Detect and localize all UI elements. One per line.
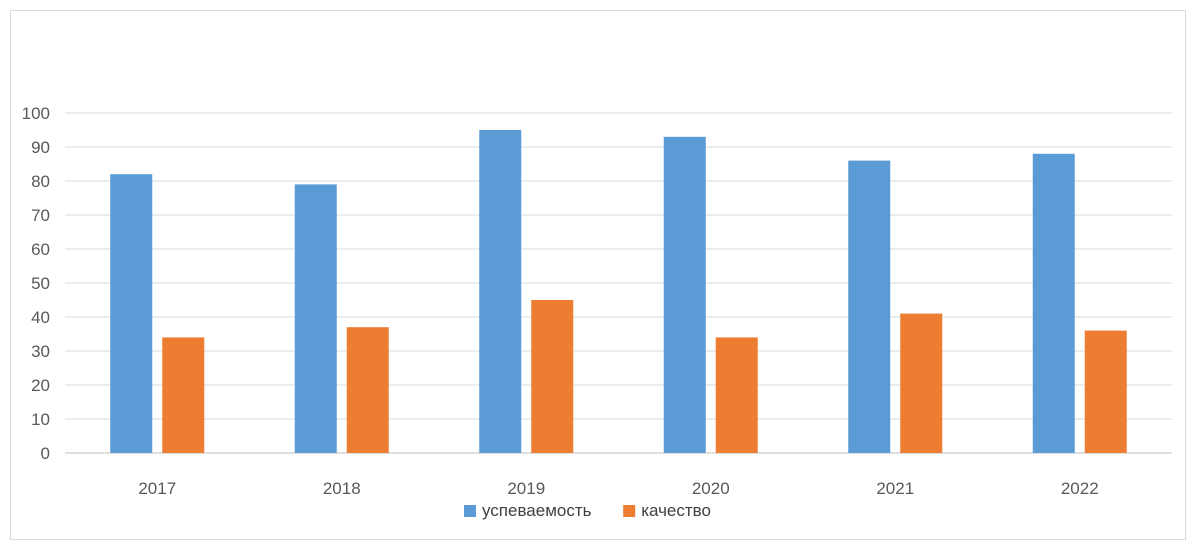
bar-успеваемость-2018 [294, 184, 337, 453]
bars [110, 130, 1127, 454]
bar-качество-2019 [531, 300, 574, 453]
chart-frame [10, 10, 1186, 540]
y-tick-label: 90 [31, 138, 50, 157]
legend: успеваемость качество [464, 501, 711, 520]
x-tick-label: 2021 [876, 479, 914, 498]
x-tick-label: 2017 [138, 479, 176, 498]
x-axis-tick-labels: 2017 2018 2019 2020 2021 2022 [138, 479, 1098, 498]
bar-успеваемость-2020 [663, 136, 706, 454]
legend-swatch [464, 505, 476, 517]
legend-label: успеваемость [482, 501, 592, 520]
legend-label: качество [641, 501, 711, 520]
y-tick-label: 10 [31, 410, 50, 429]
bar-качество-2022 [1084, 330, 1127, 453]
bar-успеваемость-2021 [848, 160, 891, 453]
y-tick-label: 40 [31, 308, 50, 327]
y-tick-label: 20 [31, 376, 50, 395]
x-tick-label: 2022 [1061, 479, 1099, 498]
y-axis-tick-labels: 0 10 20 30 40 50 60 70 80 90 100 [22, 104, 50, 463]
bar-успеваемость-2017 [110, 174, 153, 453]
bar-качество-2021 [900, 313, 943, 453]
gridlines [65, 112, 1172, 454]
bar-успеваемость-2022 [1032, 153, 1075, 454]
y-tick-label: 30 [31, 342, 50, 361]
y-tick-label: 60 [31, 240, 50, 259]
y-tick-label: 0 [41, 444, 50, 463]
bar-качество-2018 [346, 327, 389, 453]
bar-качество-2017 [162, 337, 205, 453]
legend-swatch [623, 505, 636, 517]
y-tick-label: 100 [22, 104, 50, 123]
y-tick-label: 50 [31, 274, 50, 293]
bar-успеваемость-2019 [479, 130, 522, 453]
x-tick-label: 2018 [323, 479, 361, 498]
bar-качество-2020 [715, 337, 758, 453]
y-tick-label: 70 [31, 206, 50, 225]
x-tick-label: 2019 [507, 479, 545, 498]
y-tick-label: 80 [31, 172, 50, 191]
x-tick-label: 2020 [692, 479, 730, 498]
